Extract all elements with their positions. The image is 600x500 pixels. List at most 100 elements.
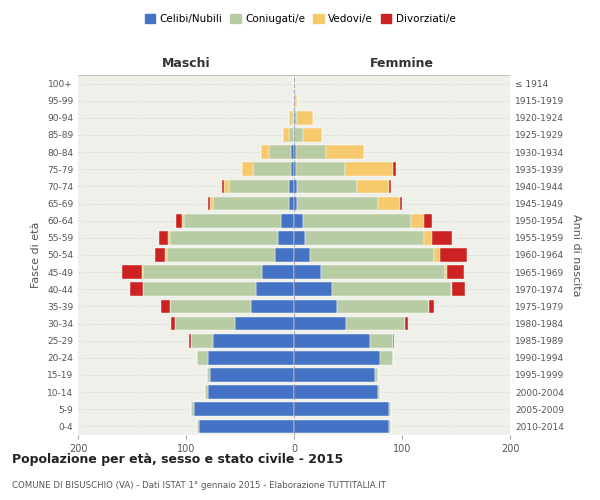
Bar — [289, 128, 294, 142]
Bar — [229, 180, 289, 194]
Bar — [161, 300, 170, 314]
Bar — [294, 76, 295, 90]
Bar — [305, 231, 424, 244]
Bar — [345, 162, 394, 176]
Bar — [434, 248, 440, 262]
Bar — [278, 231, 294, 244]
Bar — [189, 334, 191, 347]
Bar — [294, 368, 375, 382]
Bar — [122, 266, 142, 279]
Bar — [205, 386, 208, 399]
Bar — [289, 111, 292, 124]
Bar — [294, 300, 337, 314]
Bar — [294, 196, 297, 210]
Bar — [302, 128, 322, 142]
Bar — [292, 111, 294, 124]
Bar — [262, 266, 294, 279]
Bar — [294, 214, 302, 228]
Bar — [294, 386, 378, 399]
Bar — [380, 351, 394, 364]
Y-axis label: Fasce di età: Fasce di età — [31, 222, 41, 288]
Bar — [378, 386, 380, 399]
Bar — [283, 128, 289, 142]
Bar — [253, 162, 291, 176]
Bar — [293, 94, 294, 108]
Bar — [166, 248, 167, 262]
Bar — [297, 196, 378, 210]
Bar — [210, 196, 213, 210]
Bar — [296, 162, 345, 176]
Bar — [184, 214, 281, 228]
Bar — [302, 214, 410, 228]
Bar — [389, 420, 391, 434]
Bar — [235, 316, 294, 330]
Bar — [224, 180, 229, 194]
Bar — [295, 94, 297, 108]
Bar — [143, 282, 256, 296]
Bar — [275, 248, 294, 262]
Bar — [445, 266, 448, 279]
Bar — [370, 334, 394, 347]
Bar — [197, 351, 208, 364]
Bar — [194, 402, 294, 416]
Bar — [269, 146, 291, 159]
Bar — [294, 162, 296, 176]
Bar — [289, 180, 294, 194]
Bar — [291, 162, 294, 176]
Bar — [291, 146, 294, 159]
Y-axis label: Anni di nascita: Anni di nascita — [571, 214, 581, 296]
Bar — [170, 300, 251, 314]
Bar — [389, 402, 391, 416]
Bar — [400, 196, 402, 210]
Bar — [410, 214, 424, 228]
Bar — [294, 180, 297, 194]
Bar — [256, 282, 294, 296]
Bar — [294, 420, 389, 434]
Bar — [294, 231, 305, 244]
Bar — [346, 316, 405, 330]
Bar — [297, 180, 356, 194]
Bar — [432, 231, 452, 244]
Bar — [210, 368, 294, 382]
Bar — [297, 111, 313, 124]
Text: Femmine: Femmine — [370, 57, 434, 70]
Bar — [294, 128, 302, 142]
Bar — [221, 180, 224, 194]
Bar — [182, 214, 184, 228]
Bar — [155, 248, 166, 262]
Bar — [337, 300, 429, 314]
Bar — [294, 111, 297, 124]
Bar — [142, 266, 143, 279]
Bar — [294, 334, 370, 347]
Bar — [213, 334, 294, 347]
Bar — [281, 214, 294, 228]
Legend: Celibi/Nubili, Coniugati/e, Vedovi/e, Divorziati/e: Celibi/Nubili, Coniugati/e, Vedovi/e, Di… — [140, 10, 460, 29]
Bar — [251, 300, 294, 314]
Bar — [208, 196, 210, 210]
Bar — [294, 94, 295, 108]
Bar — [451, 282, 452, 296]
Bar — [429, 300, 434, 314]
Text: COMUNE DI BISUSCHIO (VA) - Dati ISTAT 1° gennaio 2015 - Elaborazione TUTTITALIA.: COMUNE DI BISUSCHIO (VA) - Dati ISTAT 1°… — [12, 480, 386, 490]
Bar — [326, 146, 364, 159]
Bar — [294, 316, 346, 330]
Bar — [296, 146, 326, 159]
Bar — [208, 386, 294, 399]
Bar — [375, 368, 378, 382]
Bar — [167, 248, 275, 262]
Bar — [424, 214, 432, 228]
Bar — [260, 146, 269, 159]
Bar — [294, 351, 380, 364]
Bar — [356, 180, 389, 194]
Bar — [167, 231, 170, 244]
Bar — [294, 248, 310, 262]
Text: Maschi: Maschi — [161, 57, 211, 70]
Bar — [242, 162, 253, 176]
Bar — [321, 266, 445, 279]
Bar — [191, 334, 213, 347]
Bar — [197, 420, 199, 434]
Bar — [213, 196, 289, 210]
Bar — [175, 316, 235, 330]
Bar — [130, 282, 143, 296]
Bar — [199, 420, 294, 434]
